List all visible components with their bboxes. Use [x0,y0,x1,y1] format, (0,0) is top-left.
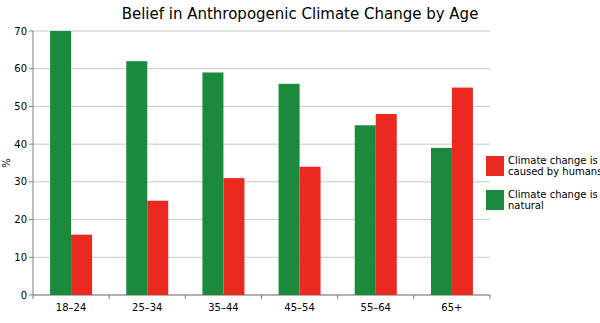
bar [355,125,376,295]
y-tick-label: 0 [21,290,27,301]
x-tick-label: 55–64 [361,302,391,313]
grid-line [33,68,490,69]
x-tick [413,295,414,299]
legend-label: Climate change iscaused by humans [508,155,600,177]
y-tick [29,181,33,182]
y-tick [29,31,33,32]
x-tick [261,295,262,299]
y-tick-label: 60 [14,63,27,74]
y-axis-label: % [1,158,12,168]
chart-svg: Belief in Anthropogenic Climate Change b… [0,0,600,323]
grid-line [33,106,490,107]
bar [71,235,92,295]
grid-line [33,181,490,182]
x-tick [490,295,491,299]
y-tick [29,295,33,296]
bar [147,201,168,295]
x-tick [33,295,34,299]
legend-label-line: Climate change is [508,189,598,200]
grid-line [33,257,490,258]
x-tick-label: 35–44 [208,302,238,313]
y-tick [29,106,33,107]
legend-label-line: caused by humans [508,166,600,177]
legend-label-line: natural [508,200,544,211]
x-tick-label: 25–34 [132,302,162,313]
legend-swatch [486,190,504,210]
y-tick [29,144,33,145]
chart-title: Belief in Anthropogenic Climate Change b… [122,5,479,23]
bar [50,31,71,295]
chart-container: Belief in Anthropogenic Climate Change b… [0,0,600,323]
x-tick [185,295,186,299]
x-tick-label: 18–24 [56,302,86,313]
x-tick-label: 45–54 [284,302,314,313]
y-tick-label: 30 [14,176,27,187]
grid-line [33,31,490,32]
y-tick-label: 10 [14,252,27,263]
x-tick [337,295,338,299]
bar [300,167,321,295]
bar [431,148,452,295]
legend-swatch [486,156,504,176]
bar [452,88,473,295]
y-tick [29,68,33,69]
y-tick-label: 40 [14,139,27,150]
x-tick [109,295,110,299]
y-tick-label: 20 [14,214,27,225]
y-tick [29,257,33,258]
y-tick-label: 70 [14,26,27,37]
bar [202,72,223,295]
legend-label-line: Climate change is [508,155,598,166]
x-tick-label: 65+ [441,302,462,313]
y-axis-line [33,31,34,295]
bar [279,84,300,295]
y-tick [29,219,33,220]
bars-group [50,31,473,295]
bar [126,61,147,295]
grid-line [33,219,490,220]
grid-line [33,144,490,145]
y-tick-label: 50 [14,101,27,112]
bar [376,114,397,295]
legend-label: Climate change isnatural [508,189,598,211]
bar [223,178,244,295]
